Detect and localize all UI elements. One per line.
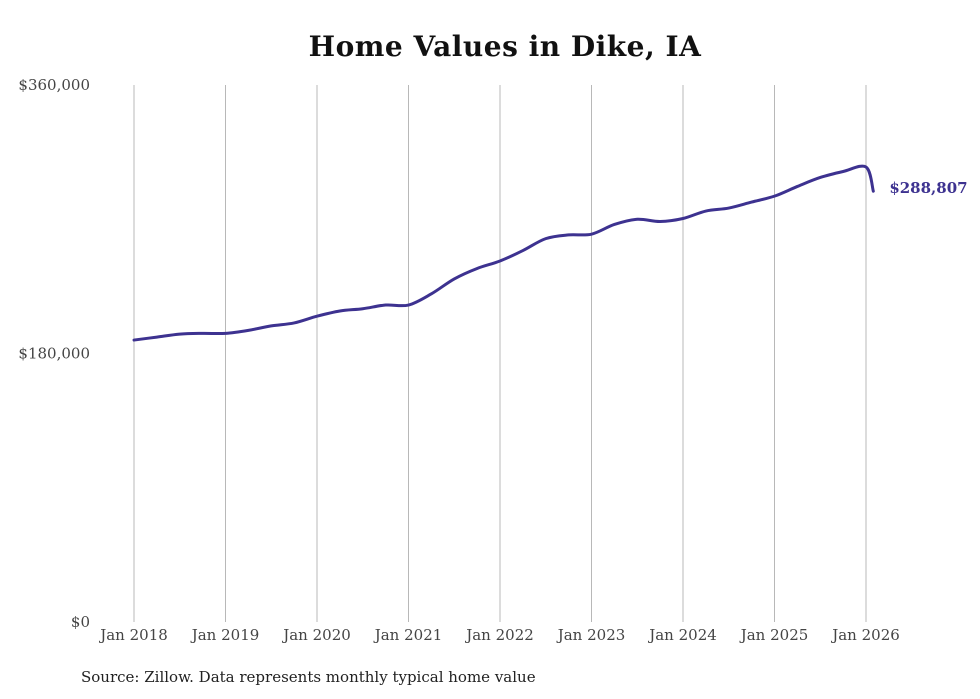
source-note: Source: Zillow. Data represents monthly … bbox=[81, 668, 536, 686]
x-tick-label: Jan 2018 bbox=[98, 626, 168, 644]
x-tick-label: Jan 2021 bbox=[373, 626, 443, 644]
chart-title: Home Values in Dike, IA bbox=[308, 30, 702, 63]
y-tick-label: $180,000 bbox=[18, 345, 90, 363]
y-tick-label: $0 bbox=[71, 613, 90, 631]
end-value-label: $288,807 bbox=[889, 179, 967, 197]
x-tick-label: Jan 2020 bbox=[281, 626, 351, 644]
y-tick-label: $360,000 bbox=[18, 76, 90, 94]
x-tick-label: Jan 2023 bbox=[556, 626, 626, 644]
x-tick-label: Jan 2026 bbox=[830, 626, 900, 644]
x-tick-label: Jan 2025 bbox=[739, 626, 809, 644]
x-tick-label: Jan 2024 bbox=[647, 626, 717, 644]
x-tick-label: Jan 2022 bbox=[464, 626, 534, 644]
series-line bbox=[132, 164, 875, 342]
x-tick-label: Jan 2019 bbox=[190, 626, 260, 644]
